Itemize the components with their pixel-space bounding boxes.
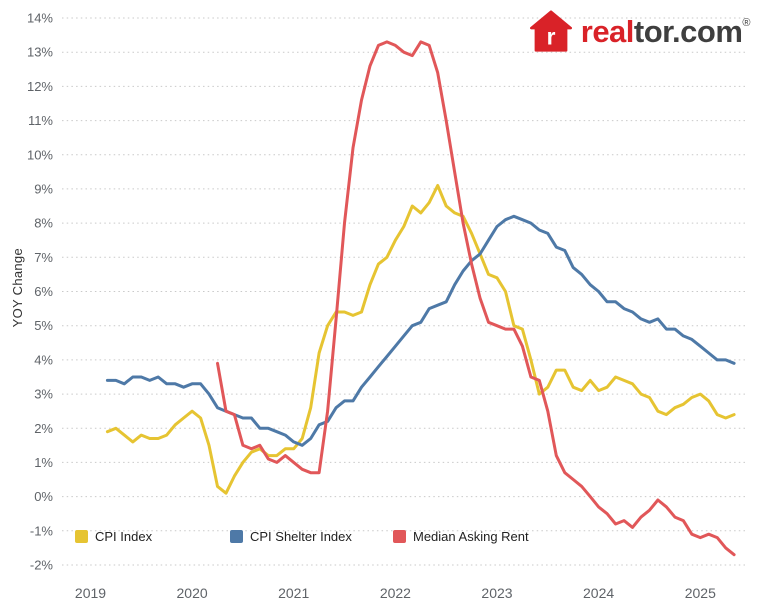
series-line-cpi-index — [105, 184, 736, 495]
x-tick-label: 2024 — [583, 585, 614, 601]
x-tick-label: 2021 — [278, 585, 309, 601]
y-tick-label: 5% — [34, 318, 53, 333]
y-tick-label: 13% — [27, 45, 53, 60]
y-tick-label: 2% — [34, 421, 53, 436]
y-tick-label: 14% — [27, 11, 53, 26]
y-tick-label: 11% — [28, 113, 53, 128]
realtor-logo-text: realtor.com® — [580, 13, 751, 49]
series-line-cpi-shelter-index — [105, 214, 736, 447]
legend-item: CPI Index — [75, 529, 152, 544]
x-tick-label: 2019 — [75, 585, 106, 601]
y-tick-label: 8% — [34, 216, 53, 231]
realtor-house-icon: r — [529, 10, 572, 52]
y-tick-label: 12% — [27, 79, 53, 94]
x-tick-label: 2022 — [380, 585, 411, 601]
legend-swatch — [75, 530, 88, 543]
legend-item: Median Asking Rent — [393, 529, 529, 544]
x-tick-label: 2025 — [685, 585, 716, 601]
y-tick-label: 3% — [34, 387, 53, 402]
legend-label: CPI Shelter Index — [250, 529, 352, 544]
legend-label: CPI Index — [95, 529, 153, 544]
registered-mark: ® — [742, 16, 750, 29]
realtor-logo: r realtor.com® — [529, 10, 751, 52]
series-line-median-asking-rent — [216, 40, 736, 557]
legend-swatch — [393, 530, 406, 543]
chart-legend: CPI Index CPI Shelter Index Median Asking … — [0, 529, 770, 545]
y-tick-label: 7% — [34, 250, 53, 265]
x-tick-label: 2023 — [481, 585, 512, 601]
legend-swatch — [230, 530, 243, 543]
y-tick-label: 10% — [27, 147, 53, 162]
y-tick-label: 1% — [34, 455, 53, 470]
realtor-logo-real: real — [580, 13, 635, 49]
y-tick-label: 6% — [34, 284, 53, 299]
x-tick-label: 2020 — [177, 585, 208, 601]
legend-item: CPI Shelter Index — [230, 529, 352, 544]
realtor-house-letter: r — [546, 23, 555, 49]
legend-label: Median Asking Rent — [413, 529, 529, 544]
y-tick-label: -1% — [30, 523, 54, 538]
y-tick-label: 0% — [34, 489, 53, 504]
y-tick-label: 4% — [34, 352, 53, 367]
y-tick-label: -2% — [30, 558, 54, 573]
realtor-logo-tor: tor.com — [633, 13, 743, 49]
y-tick-label: 9% — [34, 181, 53, 196]
